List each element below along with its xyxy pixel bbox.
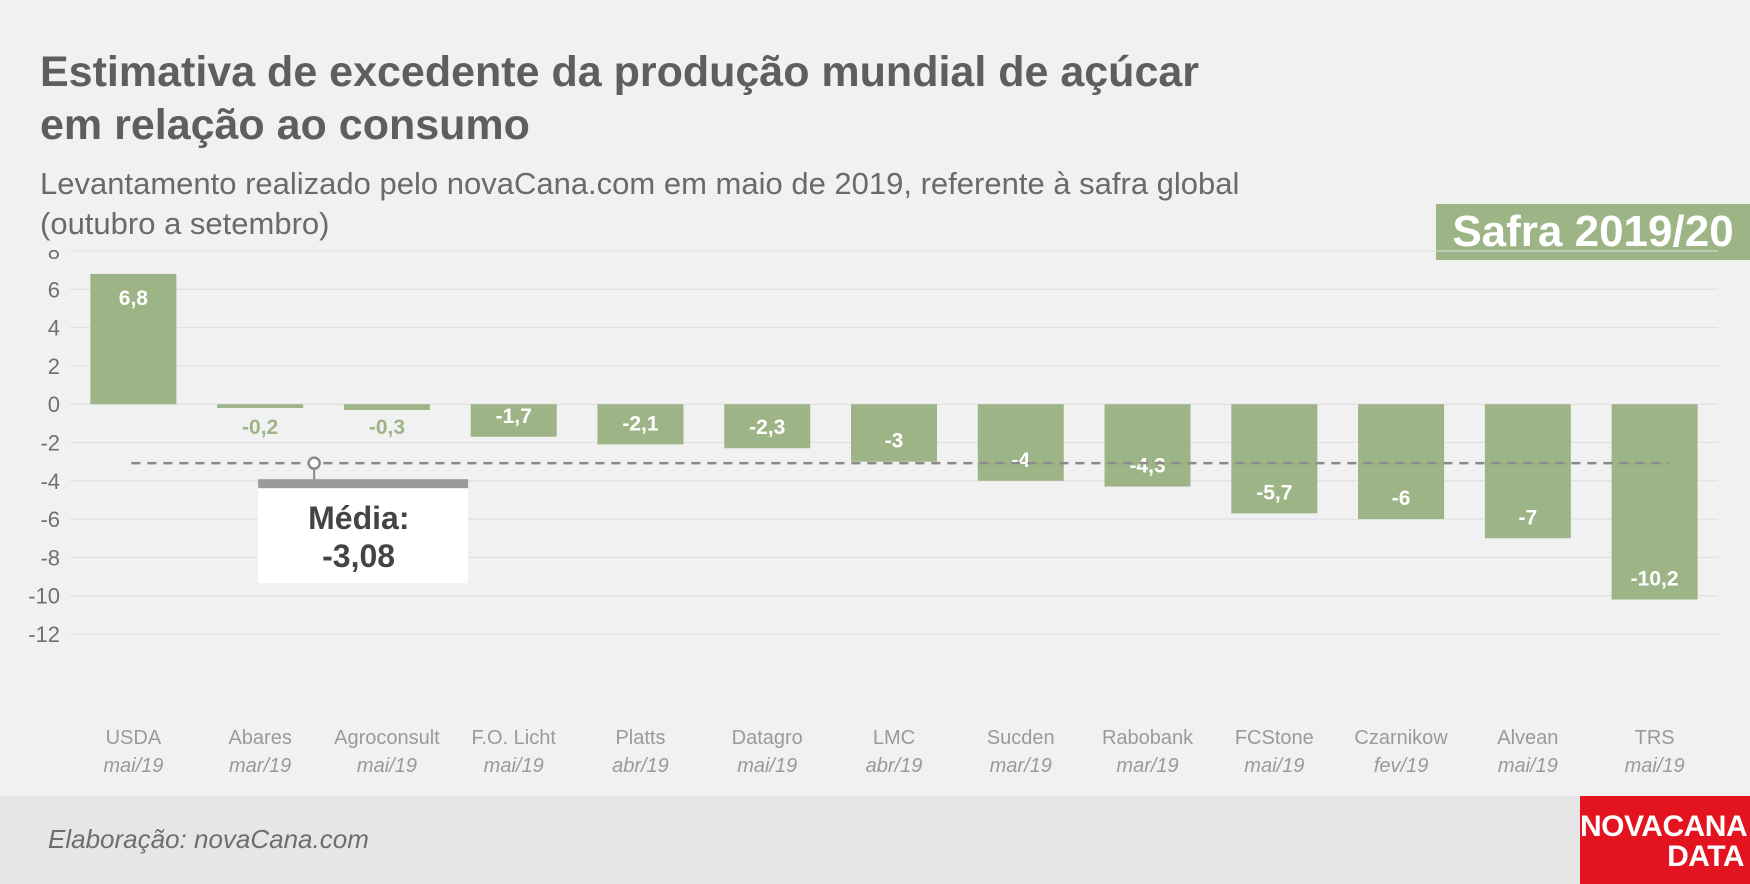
- x-category-label: Sucden: [987, 727, 1055, 749]
- bar-value-label: -4: [1011, 449, 1030, 472]
- bar: [470, 404, 557, 437]
- bar-value-label: -7: [1519, 506, 1538, 529]
- bar-value-label: -4,3: [1129, 455, 1165, 478]
- x-date-label: abr/19: [612, 755, 669, 777]
- x-date-label: mar/19: [990, 755, 1052, 777]
- logo-line-1: NOVACANA: [1580, 810, 1748, 843]
- average-label: Média:: [308, 500, 409, 536]
- footer-credit: Elaboração: novaCana.com: [48, 824, 369, 854]
- x-date-label: mai/19: [357, 755, 417, 777]
- bar-value-label: -3: [885, 430, 904, 453]
- bar-value-label: -2,3: [749, 416, 785, 439]
- x-date-label: mai/19: [737, 755, 797, 777]
- bar: [90, 273, 177, 405]
- x-category-label: Datagro: [732, 727, 803, 749]
- bar-value-label: -0,2: [242, 416, 278, 439]
- bar: [1611, 404, 1698, 600]
- y-tick-label: 6: [48, 277, 60, 302]
- bar-value-label: -0,3: [369, 416, 405, 439]
- y-tick-label: -6: [40, 507, 60, 532]
- bar: [1104, 404, 1191, 487]
- y-tick-label: -8: [40, 545, 60, 570]
- bar-chart: 8 6 4 2 0 -2 -4 -6 -8 -10 -12 6,8 USDA mai/19 -0,2 Abar…: [28, 250, 1718, 777]
- x-date-label: mai/19: [1498, 755, 1558, 777]
- x-date-label: fev/19: [1374, 755, 1428, 777]
- bar-value-label: 6,8: [119, 287, 149, 310]
- y-tick-label: 0: [48, 392, 60, 417]
- novacana-data-logo: NOVACANA DATA: [1580, 796, 1750, 884]
- bar-value-label: -2,1: [622, 412, 659, 435]
- x-date-label: mai/19: [484, 755, 544, 777]
- bar: [1358, 404, 1445, 520]
- page-subtitle: Levantamento realizado pelo novaCana.com…: [40, 164, 1440, 244]
- bar: [343, 404, 430, 410]
- average-callout-box: [258, 487, 469, 584]
- y-tick-label: 4: [48, 316, 60, 341]
- bar: [851, 404, 937, 462]
- bar: [724, 404, 811, 449]
- x-date-label: mai/19: [1244, 755, 1304, 777]
- x-category-label: LMC: [873, 727, 915, 749]
- x-category-label: Rabobank: [1102, 727, 1194, 749]
- y-tick-label: -2: [40, 431, 60, 456]
- bar: [977, 404, 1064, 481]
- bar-value-label: -5,7: [1256, 481, 1292, 504]
- footer: Elaboração: novaCana.com: [0, 796, 1750, 884]
- y-tick-label: -10: [28, 584, 60, 609]
- x-category-label: Abares: [228, 727, 291, 749]
- bar: [1231, 404, 1318, 514]
- subtitle-line-2: (outubro a setembro): [40, 206, 330, 241]
- x-category-label: Alvean: [1497, 727, 1558, 749]
- average-value-label: -3,08: [322, 538, 395, 574]
- title-line-2: em relação ao consumo: [40, 101, 530, 149]
- x-category-label: Platts: [615, 727, 665, 749]
- y-tick-label: -12: [28, 622, 60, 647]
- logo-line-2: DATA: [1667, 840, 1744, 873]
- y-tick-label: 8: [48, 250, 60, 264]
- x-category-label: Czarnikow: [1354, 727, 1448, 749]
- bar-value-label: -10,2: [1631, 568, 1679, 591]
- x-date-label: abr/19: [866, 755, 923, 777]
- x-date-label: mai/19: [103, 755, 163, 777]
- page-title: Estimativa de excedente da produção mund…: [40, 46, 1340, 152]
- y-tick-label: -4: [40, 469, 60, 494]
- average-marker: [307, 456, 321, 470]
- bar-value-label: -6: [1392, 487, 1411, 510]
- y-tick-label: 2: [48, 354, 60, 379]
- x-category-label: Agroconsult: [334, 727, 440, 749]
- x-date-label: mar/19: [229, 755, 291, 777]
- x-category-label: TRS: [1635, 727, 1675, 749]
- bar: [217, 404, 304, 409]
- subtitle-line-1: Levantamento realizado pelo novaCana.com…: [40, 166, 1240, 201]
- x-date-label: mai/19: [1625, 755, 1685, 777]
- x-category-label: FCStone: [1235, 727, 1314, 749]
- x-category-label: USDA: [106, 727, 162, 749]
- x-date-label: mar/19: [1116, 755, 1178, 777]
- bar: [1484, 404, 1571, 539]
- average-callout-bar: [258, 479, 469, 489]
- x-category-label: F.O. Licht: [471, 727, 556, 749]
- bar: [597, 404, 684, 445]
- title-line-1: Estimativa de excedente da produção mund…: [40, 48, 1200, 96]
- bar-value-label: -1,7: [496, 405, 532, 428]
